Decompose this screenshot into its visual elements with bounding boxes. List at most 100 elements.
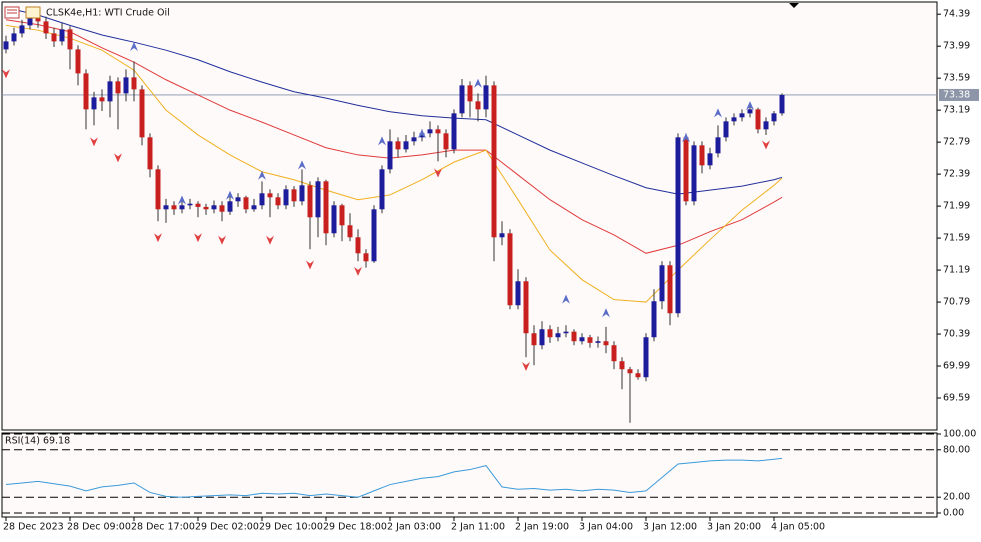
candle-body	[747, 109, 753, 114]
moving-average	[5, 24, 783, 303]
candle-body	[339, 205, 345, 226]
candle-body	[267, 193, 273, 198]
candle-body	[27, 17, 33, 26]
candle-body	[291, 189, 297, 202]
rsi-tick-label: 80.00	[943, 444, 970, 455]
candle-body	[619, 361, 625, 370]
candle-body	[19, 25, 25, 34]
candle-body	[691, 145, 697, 202]
candle-body	[187, 203, 193, 206]
fractal-arrow	[714, 108, 722, 118]
candle-body	[363, 253, 369, 262]
moving-average	[5, 19, 783, 254]
candle-body	[579, 337, 585, 342]
fractal-arrow	[2, 69, 10, 79]
moving-average	[5, 7, 783, 195]
candle-body	[595, 341, 601, 343]
candle-body	[627, 369, 633, 374]
y-tick-label: 70.79	[943, 297, 970, 308]
candle-body	[203, 206, 209, 210]
fractal-arrow	[298, 160, 306, 170]
candle-body	[195, 203, 201, 207]
fractal-arrow	[258, 170, 266, 180]
candle-body	[723, 121, 729, 138]
x-tick-label: 3 Jan 04:00	[579, 522, 633, 533]
candle-body	[179, 205, 185, 210]
x-tick-label: 29 Dec 18:00	[323, 522, 387, 533]
fractal-arrow	[266, 235, 274, 245]
y-tick-label: 72.79	[943, 137, 970, 148]
candle-body	[307, 185, 313, 218]
fractal-arrow	[762, 140, 770, 150]
candle-body	[131, 77, 137, 90]
fractal-arrow	[602, 308, 610, 318]
candle-body	[731, 117, 737, 122]
candle-body	[443, 133, 449, 150]
y-tick-label: 71.59	[943, 233, 970, 244]
candle-body	[603, 341, 609, 346]
candle-body	[139, 89, 145, 138]
candle-body	[155, 169, 161, 210]
rsi-tick-label: 0.00	[943, 508, 964, 519]
candle-body	[419, 133, 425, 138]
candle-body	[635, 373, 641, 378]
x-tick-label: 28 Dec 17:00	[131, 522, 195, 533]
fractal-arrow	[226, 190, 234, 200]
candle-body	[315, 181, 321, 218]
plot-layer	[2, 7, 937, 514]
candle-body	[331, 205, 337, 234]
candle-body	[547, 329, 553, 338]
candle-body	[371, 209, 377, 262]
x-tick-label: 3 Jan 20:00	[707, 522, 761, 533]
candle-body	[67, 29, 73, 50]
candle-body	[683, 137, 689, 202]
candle-body	[283, 189, 289, 206]
x-tick-label: 2 Jan 03:00	[387, 522, 441, 533]
candle-body	[667, 265, 673, 314]
candle-body	[243, 197, 249, 210]
y-tick-label: 70.39	[943, 329, 970, 340]
candle-body	[659, 265, 665, 302]
candle-body	[91, 97, 97, 110]
candle-body	[379, 169, 385, 210]
rsi-line	[5, 457, 783, 498]
candle-body	[123, 77, 129, 94]
fractal-arrow	[378, 136, 386, 146]
fractal-arrow	[194, 233, 202, 243]
candle-body	[707, 153, 713, 166]
shift-marker	[789, 3, 799, 8]
candle-body	[523, 281, 529, 334]
candle-body	[227, 201, 233, 212]
candle-body	[435, 129, 441, 134]
candle-body	[35, 17, 41, 22]
candle-body	[99, 97, 105, 102]
candle-body	[387, 141, 393, 170]
candle-body	[587, 337, 593, 343]
x-tick-label: 29 Dec 02:00	[195, 522, 259, 533]
x-tick-label: 29 Dec 10:00	[259, 522, 323, 533]
candle-body	[403, 141, 409, 150]
x-tick-label: 28 Dec 2023	[3, 522, 64, 533]
x-tick-label: 28 Dec 09:00	[67, 522, 131, 533]
rsi-label: RSI(14) 69.18	[5, 436, 70, 447]
candle-body	[563, 331, 569, 334]
candle-body	[699, 145, 705, 166]
rsi-tick-label: 100.00	[943, 429, 976, 440]
fractal-arrow	[154, 233, 162, 243]
fractal-arrow	[746, 101, 754, 111]
candle-body	[467, 85, 473, 102]
fractal-arrow	[418, 129, 426, 139]
candle-body	[451, 113, 457, 150]
candle-body	[75, 49, 81, 74]
x-tick-label: 4 Jan 05:00	[771, 522, 825, 533]
x-tick-label: 2 Jan 19:00	[515, 522, 569, 533]
candle-body	[427, 129, 433, 134]
candle-body	[651, 301, 657, 338]
last-price-box	[939, 88, 979, 101]
candle-body	[779, 94, 785, 114]
candle-body	[715, 137, 721, 154]
candle-body	[355, 237, 361, 254]
fractal-arrow	[434, 168, 442, 178]
fractal-arrow	[218, 235, 226, 245]
